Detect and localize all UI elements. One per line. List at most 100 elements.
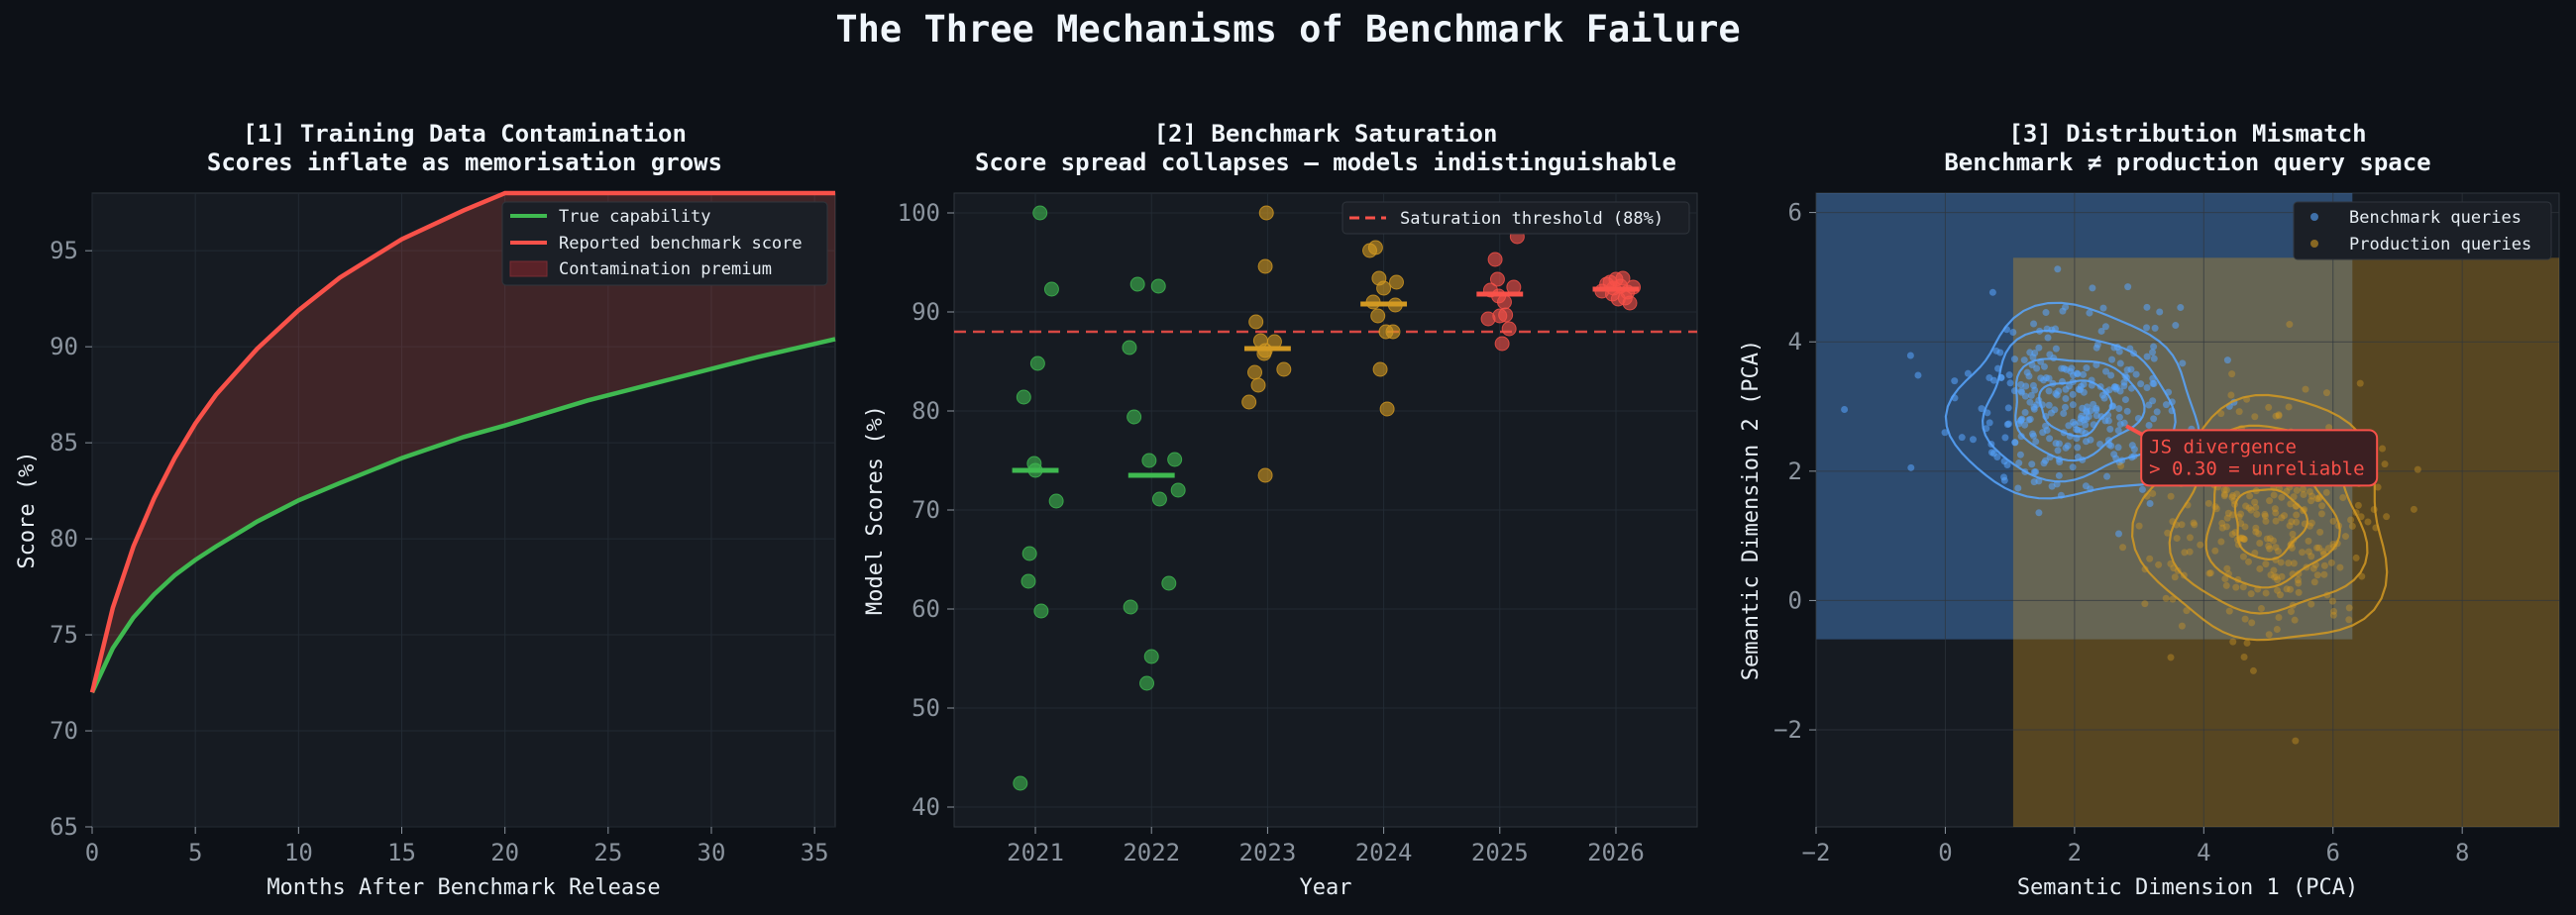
benchmark-query-point	[2162, 401, 2170, 409]
production-query-point	[2228, 370, 2236, 378]
production-density-contour	[2130, 393, 2389, 642]
y-tick-label: 80	[50, 525, 78, 553]
production-query-point	[2318, 502, 2326, 510]
production-query-point	[2222, 581, 2230, 589]
production-query-point	[2245, 504, 2253, 512]
benchmark-query-point	[2137, 380, 2145, 388]
production-query-point	[2186, 548, 2194, 556]
panel1-xlabel: Months After Benchmark Release	[267, 875, 660, 900]
benchmark-query-point	[2150, 343, 2158, 351]
production-query-point	[2190, 519, 2198, 527]
x-tick-label: 2	[2068, 839, 2082, 866]
benchmark-query-point	[2033, 364, 2041, 372]
benchmark-query-point	[2123, 366, 2131, 374]
production-query-point	[2322, 488, 2330, 496]
production-query-point	[2171, 573, 2179, 581]
x-tick-label: 2024	[1355, 839, 1413, 866]
y-tick-label: −2	[1773, 716, 1802, 744]
y-tick-label: 60	[912, 595, 940, 623]
benchmark-query-point	[2074, 444, 2082, 452]
y-tick-label: 50	[912, 694, 940, 722]
production-query-point	[2247, 506, 2255, 514]
production-query-point	[2309, 564, 2317, 572]
production-query-point	[2271, 573, 2279, 581]
benchmark-query-point	[2177, 304, 2185, 312]
model-score-point-2022	[1170, 482, 1186, 498]
production-query-point	[2155, 560, 2163, 568]
true-capability-line	[89, 337, 836, 694]
benchmark-query-point	[2093, 341, 2101, 349]
model-score-point-2025	[1501, 321, 1517, 337]
benchmark-query-point	[2015, 459, 2023, 467]
production-query-point	[2374, 483, 2382, 491]
legend-production-swatch	[2310, 240, 2318, 248]
benchmark-query-point	[2022, 382, 2030, 390]
y-tick-label: 0	[1788, 586, 1802, 614]
benchmark-query-point	[2020, 356, 2028, 364]
production-query-point	[2269, 537, 2277, 545]
production-query-point	[2223, 564, 2231, 572]
production-query-point	[2290, 559, 2298, 567]
model-score-point-2025	[1496, 294, 1512, 310]
model-score-point-2022	[1141, 453, 1157, 468]
benchmark-query-point	[2116, 359, 2124, 367]
legend-true-label: True capability	[559, 207, 711, 227]
benchmark-query-point	[2042, 309, 2050, 317]
production-query-point	[2329, 517, 2337, 525]
model-score-point-2023	[1257, 258, 1273, 274]
production-query-point	[2272, 509, 2280, 517]
production-query-point	[2253, 510, 2261, 518]
production-query-point	[2141, 600, 2149, 608]
production-query-point	[2287, 608, 2295, 616]
production-query-point	[2229, 638, 2237, 646]
x-tick-label: 2023	[1239, 839, 1297, 866]
benchmark-query-point	[2046, 435, 2054, 443]
production-query-point	[2262, 589, 2270, 597]
model-score-point-2025	[1487, 252, 1503, 267]
production-query-point	[2228, 492, 2236, 500]
benchmark-query-point	[2115, 405, 2123, 413]
production-query-point	[2228, 493, 2236, 501]
production-query-point	[2275, 412, 2283, 420]
benchmark-query-point	[2143, 324, 2151, 332]
model-score-point-2022	[1127, 409, 1142, 425]
benchmark-query-point	[2143, 303, 2151, 311]
production-query-point	[2356, 379, 2364, 387]
benchmark-query-point	[2021, 421, 2029, 429]
benchmark-query-point	[2054, 265, 2062, 273]
production-query-point	[2252, 504, 2260, 512]
x-tick-label: 30	[698, 839, 726, 866]
model-score-point-2023	[1257, 467, 1273, 483]
production-query-point	[2308, 553, 2315, 560]
production-query-point	[2263, 535, 2271, 543]
production-query-point	[2308, 497, 2315, 505]
production-query-point	[2181, 549, 2189, 557]
production-query-point	[2278, 572, 2286, 580]
benchmark-query-point	[2080, 370, 2088, 378]
production-query-point	[2347, 516, 2355, 524]
production-query-point	[2275, 411, 2283, 419]
model-score-point-2021	[1020, 573, 1036, 589]
benchmark-query-point	[2104, 417, 2112, 425]
production-query-point	[2233, 490, 2241, 498]
benchmark-query-point	[2132, 370, 2140, 378]
production-query-point	[2240, 535, 2248, 543]
model-score-point-2021	[1016, 389, 1031, 405]
production-query-point	[2272, 544, 2280, 552]
benchmark-query-point	[2086, 309, 2093, 317]
benchmark-query-point	[2026, 398, 2034, 406]
panel3-subtitle: Benchmark ≠ production query space	[1944, 149, 2430, 176]
production-query-point	[2293, 518, 2301, 526]
benchmark-query-point	[2083, 438, 2091, 446]
production-query-point	[2299, 549, 2307, 557]
production-query-point	[2240, 654, 2248, 661]
production-query-point	[2348, 522, 2356, 530]
legend-reported-label: Reported benchmark score	[559, 234, 803, 254]
production-query-point	[2316, 528, 2324, 536]
production-query-point	[2239, 553, 2247, 560]
benchmark-query-point	[2146, 499, 2154, 507]
production-query-point	[2218, 524, 2226, 532]
benchmark-query-point	[2120, 419, 2128, 427]
production-query-point	[2288, 518, 2296, 526]
benchmark-query-point	[2065, 422, 2073, 430]
